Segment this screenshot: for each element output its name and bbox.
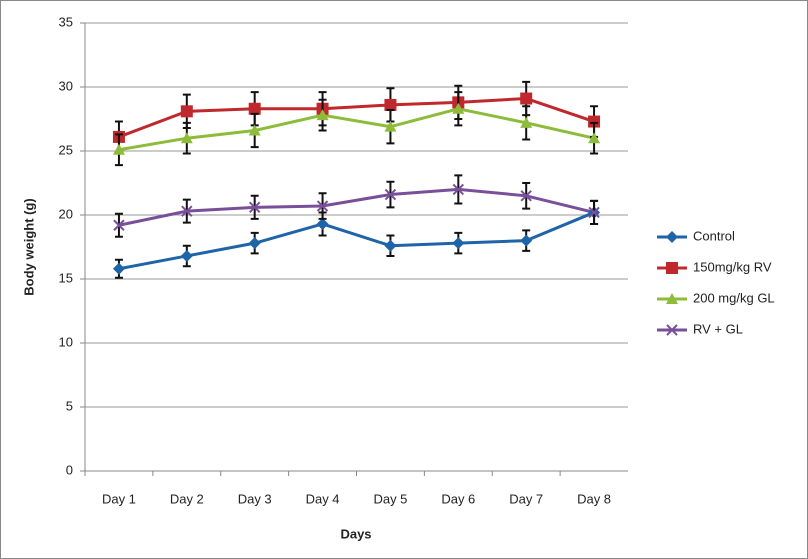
x-tick-label: Day 4: [306, 491, 340, 506]
series-line: [118, 97, 595, 139]
y-tick-label: 0: [66, 462, 73, 477]
marker: [384, 239, 397, 252]
marker: [666, 231, 678, 243]
marker: [666, 262, 678, 274]
y-tick-label: 25: [59, 142, 73, 157]
marker: [666, 324, 678, 336]
x-tick-label: Day 5: [373, 491, 407, 506]
marker: [181, 205, 193, 217]
series-line: [118, 211, 595, 271]
marker: [316, 217, 329, 230]
marker: [666, 293, 678, 304]
x-tick-label: Day 1: [102, 491, 136, 506]
marker: [452, 102, 465, 114]
y-tick-label: 5: [66, 398, 73, 413]
marker: [384, 188, 397, 201]
marker: [588, 206, 600, 219]
x-tick-label: Day 3: [238, 491, 272, 506]
marker: [316, 109, 329, 121]
y-tick-label: 10: [59, 334, 73, 349]
marker: [452, 237, 465, 250]
marker: [588, 132, 601, 144]
marker: [248, 201, 261, 214]
marker: [112, 143, 125, 155]
marker: [384, 120, 397, 132]
y-axis-label: Body weight (g): [21, 198, 36, 296]
marker: [180, 249, 193, 262]
marker: [384, 98, 397, 111]
marker: [520, 92, 533, 105]
y-tick-label: 35: [59, 14, 73, 29]
y-tick-label: 20: [59, 206, 73, 221]
marker: [248, 237, 261, 250]
x-axis-label: Days: [340, 526, 371, 541]
marker: [180, 132, 193, 144]
marker: [520, 116, 533, 128]
x-tick-label: Day 8: [577, 491, 611, 506]
marker: [248, 124, 261, 136]
marker: [316, 200, 329, 212]
legend-label: Control: [693, 228, 735, 243]
marker: [452, 183, 465, 196]
y-tick-label: 15: [59, 270, 73, 285]
marker: [113, 219, 125, 231]
legend-label: 150mg/kg RV: [693, 259, 772, 274]
y-tick-label: 30: [59, 78, 73, 93]
legend-label: RV + GL: [693, 321, 743, 336]
series-line: [118, 107, 595, 152]
marker: [112, 262, 125, 275]
marker: [520, 190, 532, 202]
marker: [180, 105, 193, 118]
marker: [248, 102, 261, 115]
legend-label: 200 mg/kg GL: [693, 290, 775, 305]
marker: [588, 115, 601, 128]
x-tick-label: Day 6: [441, 491, 475, 506]
x-tick-label: Day 7: [509, 491, 543, 506]
x-tick-label: Day 2: [170, 491, 204, 506]
series-line: [118, 187, 595, 227]
marker: [520, 234, 533, 247]
